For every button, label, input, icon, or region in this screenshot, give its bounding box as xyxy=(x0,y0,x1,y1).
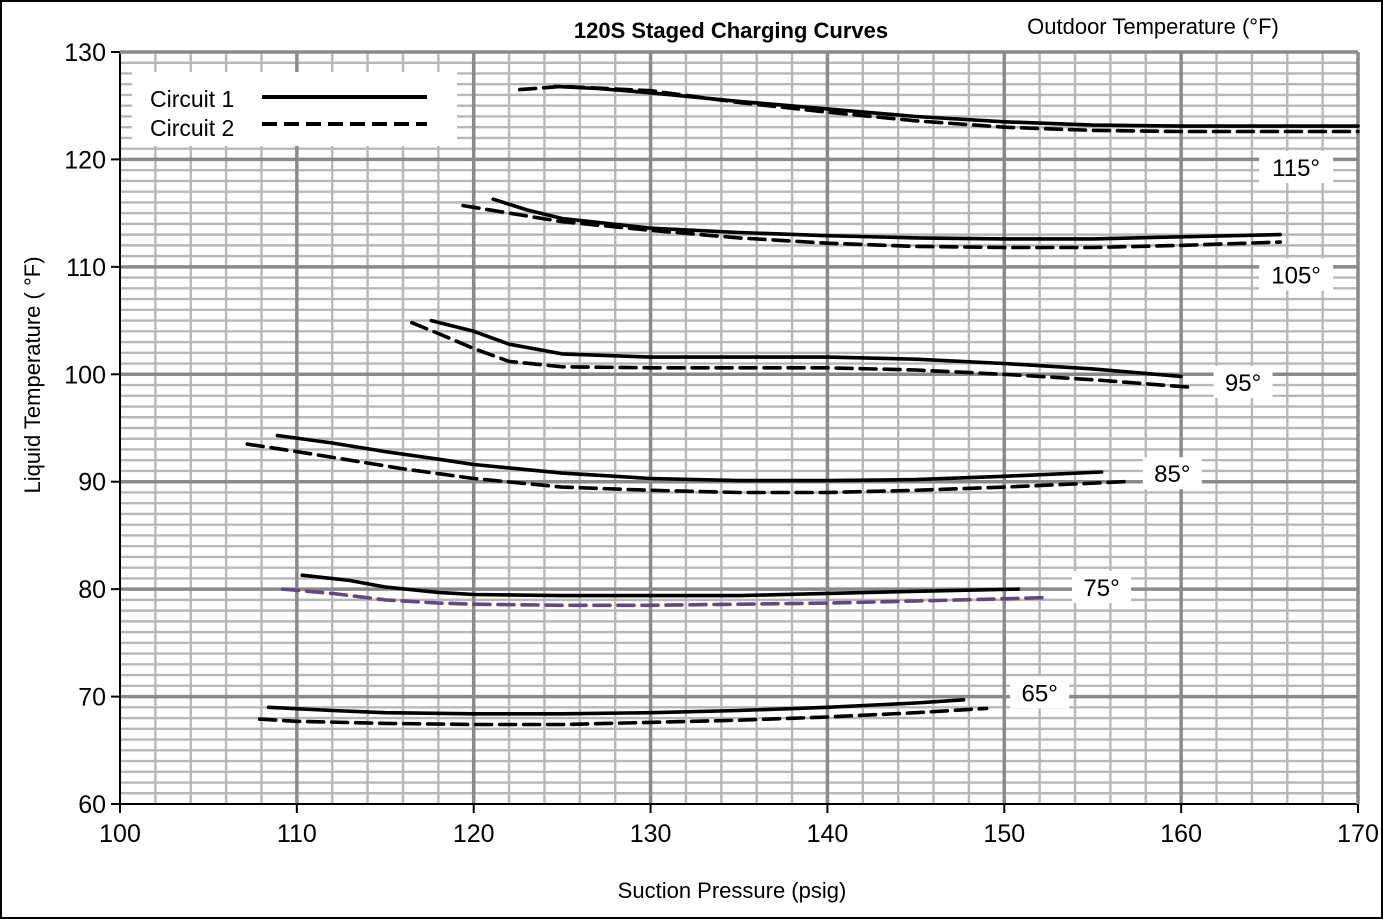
legend: Circuit 1 Circuit 2 xyxy=(132,72,457,146)
temp-label-bg xyxy=(1072,571,1132,604)
series-layer xyxy=(245,84,1360,727)
axes: 100 110 120 130 140 150 160 170 60 70 80 90 100 110 12… xyxy=(64,39,1379,848)
curve-105F-circuit-2 xyxy=(461,203,1282,250)
temp-label-95F: 95° xyxy=(1225,370,1261,397)
y-tick-label: 120 xyxy=(64,146,106,174)
x-tick-label: 140 xyxy=(807,820,849,848)
y-tick-label: 60 xyxy=(78,791,106,819)
chart-subtitle: Outdoor Temperature (°F) xyxy=(1027,14,1279,39)
temp-label-65F: 65° xyxy=(1022,680,1058,707)
curve-95F-circuit-2 xyxy=(409,320,1192,390)
y-tick-label: 130 xyxy=(64,39,106,67)
minor-grid xyxy=(120,52,1358,804)
temp-label-75F: 75° xyxy=(1083,575,1119,602)
temp-label-bg xyxy=(1142,457,1202,490)
legend-label-circuit-1: Circuit 1 xyxy=(150,86,234,112)
y-tick-label: 70 xyxy=(78,684,106,712)
curve-75F-circuit-2 xyxy=(280,587,1045,608)
y-axis-label: Liquid Temperature ( °F) xyxy=(20,256,45,493)
chart-title: 120S Staged Charging Curves xyxy=(574,18,888,43)
curve-115F-circuit-2 xyxy=(517,84,1360,134)
x-tick-label: 100 xyxy=(99,820,141,848)
legend-box xyxy=(132,72,457,146)
x-tick-label: 160 xyxy=(1160,820,1202,848)
x-tick-label: 130 xyxy=(630,820,672,848)
temp-label-bg xyxy=(1213,365,1273,398)
temp-label-bg xyxy=(1259,151,1334,184)
x-tick-label: 170 xyxy=(1337,820,1379,848)
temperature-labels: 115° 105° 95° 85° 75° 65° xyxy=(1010,151,1334,709)
curve-75F-circuit-1 xyxy=(300,573,1021,598)
temp-label-bg xyxy=(1010,676,1070,709)
y-tick-label: 100 xyxy=(64,361,106,389)
x-tick-label: 120 xyxy=(453,820,495,848)
curve-85F-circuit-1 xyxy=(275,433,1104,483)
curve-85F-circuit-2 xyxy=(245,442,1127,495)
curve-95F-circuit-1 xyxy=(429,318,1183,379)
y-tick-label: 80 xyxy=(78,576,106,604)
x-tick-label: 150 xyxy=(983,820,1025,848)
curve-65F-circuit-1 xyxy=(266,697,966,716)
curve-65F-circuit-2 xyxy=(257,706,989,727)
curve-105F-circuit-1 xyxy=(491,197,1282,241)
temp-label-105F: 105° xyxy=(1271,262,1321,289)
x-tick-label: 110 xyxy=(277,820,317,848)
legend-label-circuit-2: Circuit 2 xyxy=(150,115,234,141)
temp-label-85F: 85° xyxy=(1154,461,1190,488)
x-axis-label: Suction Pressure (psig) xyxy=(618,878,847,903)
temp-label-115F: 115° xyxy=(1272,155,1320,182)
y-tick-label: 90 xyxy=(78,469,106,497)
temp-label-bg xyxy=(1259,258,1334,291)
y-tick-label: 110 xyxy=(66,254,106,282)
curve-115F-circuit-1 xyxy=(553,84,1360,128)
